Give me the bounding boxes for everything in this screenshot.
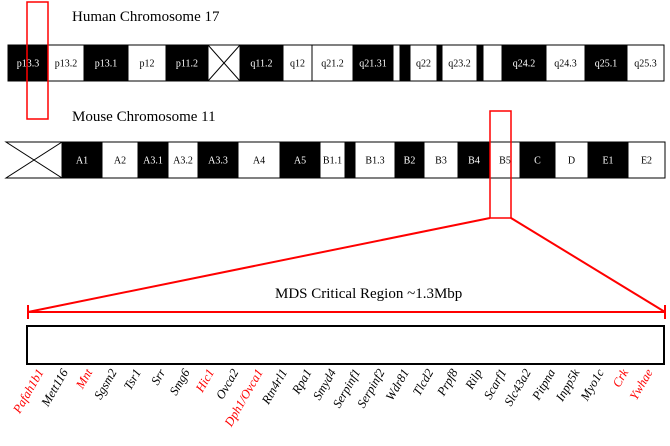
gene-label: Inpp5k [553, 366, 583, 404]
human-band-label: q21.31 [359, 59, 387, 70]
gene-label: Myo1c [577, 366, 607, 404]
human-band [392, 44, 401, 82]
human-chromosome-title: Human Chromosome 17 [72, 9, 220, 25]
human-band [7, 44, 49, 82]
gene-label: Tlcd2 [410, 367, 436, 399]
gene-label: Srr [148, 366, 168, 387]
mouse-band-label: A3.1 [143, 156, 163, 167]
gene-label: Tsr1 [121, 367, 144, 393]
gene-label: Ywhae [627, 366, 656, 402]
mouse-band-label: A2 [114, 156, 126, 167]
human-centromere [206, 44, 242, 82]
mouse-band-label: C [534, 156, 541, 167]
human-band [399, 44, 411, 82]
mouse-band-label: D [568, 156, 575, 167]
mouse-band-label: A3.2 [173, 156, 193, 167]
human-band [436, 44, 443, 82]
gene-label: Crk [610, 366, 632, 390]
critical-region-box [26, 325, 665, 365]
mouse-band [137, 141, 169, 179]
human-band [584, 44, 628, 82]
human-band-label: q25.1 [595, 59, 618, 70]
mouse-band [587, 141, 629, 179]
mouse-band-label: B3 [435, 156, 447, 167]
zoom-line-left [27, 217, 491, 313]
gene-label: Hic1 [192, 367, 217, 396]
mouse-band [319, 141, 346, 179]
human-band [409, 44, 438, 82]
mds-region-label: MDS Critical Region ~1.3Mbp [275, 286, 462, 302]
human-band [311, 44, 354, 82]
human-band [476, 44, 484, 82]
gene-label: Smg6 [167, 366, 193, 398]
human-band [626, 44, 665, 82]
gene-label: Prpf8 [434, 366, 461, 399]
human-band-label: q24.2 [513, 59, 536, 70]
human-band [239, 44, 284, 82]
human-region-highlight-box [26, 1, 49, 120]
mouse-band [627, 141, 666, 179]
mouse-band [519, 141, 556, 179]
human-chromosome-ideogram: p13.3 p13.2 p13.1 p12 p11.2 q11.2 q12 q21.2 q21.… [7, 44, 665, 82]
human-band-label: p13.3 [17, 59, 40, 70]
human-band-label: q22 [416, 59, 431, 70]
gene-label: Mnt [73, 366, 96, 392]
mouse-band-label: B4 [468, 156, 480, 167]
human-band [47, 44, 85, 82]
mouse-band [101, 141, 139, 179]
human-band [482, 44, 503, 82]
mouse-band [554, 141, 589, 179]
mouse-region-highlight-box [489, 110, 512, 219]
mouse-band-label: B1.3 [365, 156, 384, 167]
human-band-label: q23.2 [448, 59, 471, 70]
mouse-centromere [4, 141, 64, 179]
human-band [545, 44, 586, 82]
mouse-band [197, 141, 239, 179]
mouse-band [61, 141, 103, 179]
mouse-band-label: A5 [294, 156, 306, 167]
human-band-label: p12 [140, 59, 155, 70]
mouse-band-label: A4 [253, 156, 265, 167]
human-band-label: q25.3 [634, 59, 657, 70]
gene-label: Pafah1b1 [10, 367, 47, 417]
human-band [282, 44, 313, 82]
mouse-band-label: E1 [602, 156, 613, 167]
gene-label: Rilp [462, 367, 485, 393]
mouse-band [489, 141, 521, 179]
human-band [501, 44, 547, 82]
human-band-label: q24.3 [554, 59, 577, 70]
mouse-band [344, 141, 356, 179]
mouse-chromosome-title: Mouse Chromosome 11 [72, 109, 216, 125]
mouse-band [279, 141, 321, 179]
mouse-band-label: A3.3 [208, 156, 228, 167]
mouse-band-label: B1.1 [323, 156, 342, 167]
mouse-band [237, 141, 281, 179]
mouse-band-label: E2 [641, 156, 652, 167]
human-band [83, 44, 129, 82]
mouse-band-label: B5 [499, 156, 511, 167]
human-band-label: q21.2 [321, 59, 344, 70]
human-band-label: p13.1 [95, 59, 118, 70]
mouse-chromosome-ideogram: A1 A2 A3.1 A3.2 A3.3 A4 A5 B1.1 B1.3 B2 B3 B4 B5 C D E1… [4, 141, 666, 179]
human-band-label: q11.2 [250, 59, 272, 70]
human-band-label: p13.2 [55, 59, 78, 70]
zoom-line-right [510, 217, 666, 313]
human-band-label: q12 [290, 59, 305, 70]
human-band-label: p11.2 [176, 59, 198, 70]
mouse-band-label: B2 [404, 156, 416, 167]
mouse-band [167, 141, 199, 179]
gene-label: Sgsm2 [91, 367, 119, 402]
human-band [165, 44, 209, 82]
mouse-band-label: A1 [76, 156, 88, 167]
mouse-band [423, 141, 459, 179]
gene-label: Wdr81 [383, 367, 412, 403]
mouse-band [457, 141, 491, 179]
human-band [352, 44, 394, 82]
